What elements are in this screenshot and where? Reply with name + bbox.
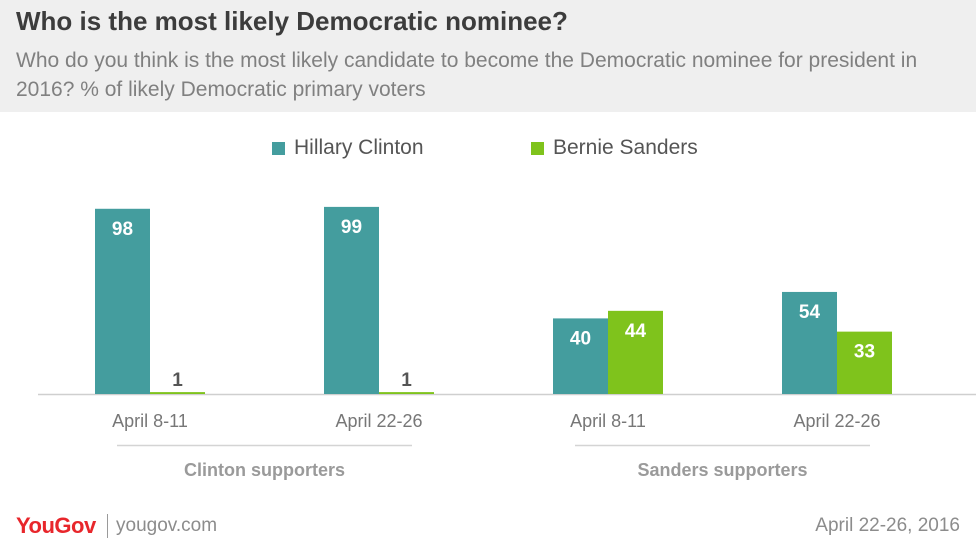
legend-label-clinton: Hillary Clinton <box>294 136 424 159</box>
footer-divider <box>107 514 108 538</box>
data-label-sanders-2: 44 <box>625 321 647 342</box>
bar-sanders-1 <box>379 392 434 394</box>
data-label-clinton-0: 98 <box>112 219 133 240</box>
bar-clinton-2 <box>553 318 608 394</box>
data-label-sanders-0: 1 <box>172 370 183 391</box>
x-tick-label-0: April 8-11 <box>112 411 188 431</box>
data-label-clinton-1: 99 <box>341 217 362 238</box>
bar-clinton-0 <box>95 208 150 394</box>
data-label-sanders-1: 1 <box>401 370 412 391</box>
data-label-clinton-2: 40 <box>570 328 591 349</box>
bar-clinton-3 <box>782 291 837 394</box>
x-tick-label-3: April 22-26 <box>793 411 880 431</box>
bar-sanders-0 <box>150 392 205 394</box>
bar-sanders-3 <box>837 331 892 394</box>
footer-site: yougov.com <box>116 515 218 536</box>
chart-header: Who is the most likely Democratic nomine… <box>0 0 976 112</box>
footer-date: April 22-26, 2016 <box>815 515 960 536</box>
legend-swatch-sanders <box>531 141 544 155</box>
legend-item-clinton: Hillary Clinton <box>272 136 424 160</box>
legend-item-sanders: Bernie Sanders <box>531 136 698 160</box>
x-tick-label-1: April 22-26 <box>335 411 422 431</box>
yougov-logo: YouGov <box>16 513 96 538</box>
bar-sanders-2 <box>608 310 663 394</box>
group-label-0: Clinton supporters <box>184 460 345 480</box>
bar-clinton-1 <box>324 206 379 394</box>
chart-title: Who is the most likely Democratic nomine… <box>16 6 568 36</box>
chart-subtitle: Who do you think is the most likely cand… <box>16 49 918 101</box>
legend-swatch-clinton <box>272 141 285 155</box>
data-label-clinton-3: 54 <box>799 302 821 323</box>
x-tick-label-2: April 8-11 <box>570 411 646 431</box>
group-label-1: Sanders supporters <box>637 460 807 480</box>
legend-label-sanders: Bernie Sanders <box>553 136 698 159</box>
data-label-sanders-3: 33 <box>854 342 875 363</box>
